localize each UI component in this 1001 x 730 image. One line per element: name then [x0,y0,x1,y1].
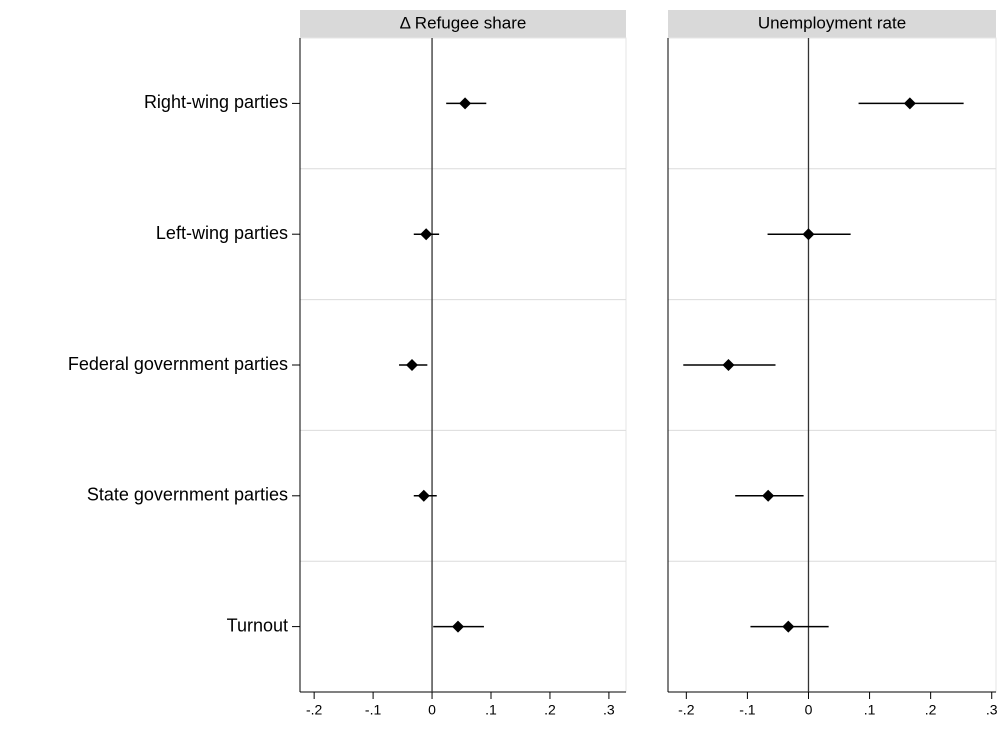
x-tick-label: .2 [544,702,556,718]
point-estimate [903,97,916,110]
y-tick-label: Turnout [227,615,288,635]
point-estimate [762,489,775,502]
x-tick-label: -.1 [365,702,382,718]
point-estimate [406,359,419,371]
x-tick-label: 0 [805,702,813,718]
x-tick-label: .3 [603,702,615,718]
point-estimate [420,228,433,241]
point-estimate [451,620,464,633]
panel-header [668,10,996,38]
point-estimate [417,489,430,502]
x-tick-label: -.1 [739,702,756,718]
x-tick-label: -.2 [306,702,323,718]
panel-title: Δ Refugee share [400,13,527,32]
x-tick-label: .1 [485,702,497,718]
panel-header [300,10,626,38]
x-tick-label: .1 [864,702,876,718]
y-tick-label: Right-wing parties [144,92,288,112]
point-estimate [782,620,795,633]
y-tick-label: Federal government parties [68,354,288,374]
panel-title: Unemployment rate [758,13,906,32]
point-estimate [802,228,815,241]
y-tick-label: Left-wing parties [156,223,288,243]
x-tick-label: 0 [428,702,436,718]
x-tick-label: .2 [925,702,937,718]
point-estimate [459,97,472,110]
x-tick-label: .3 [986,702,998,718]
plot-region [299,37,627,693]
y-tick-label: State government parties [87,485,288,505]
x-tick-label: -.2 [678,702,695,718]
point-estimate [722,359,735,371]
